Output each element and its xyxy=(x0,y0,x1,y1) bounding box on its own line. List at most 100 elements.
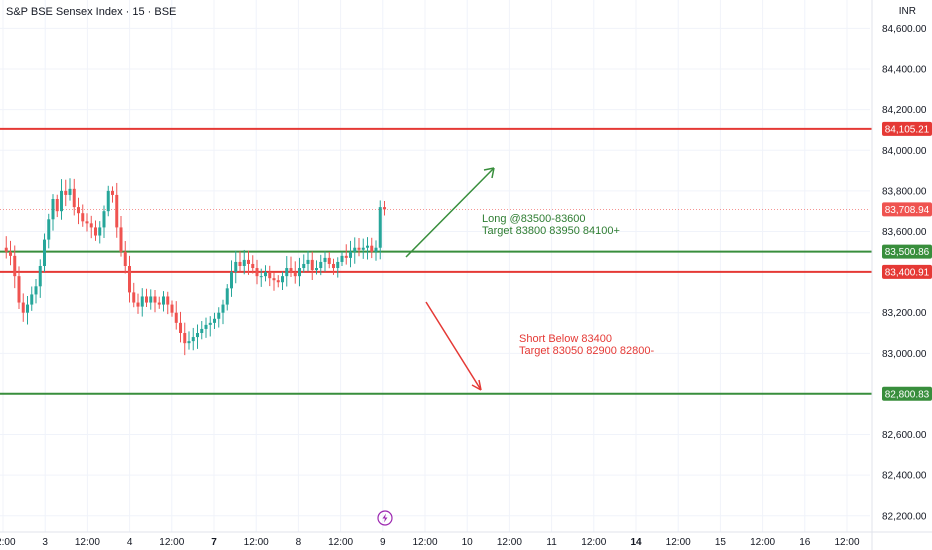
candle-body xyxy=(43,239,46,266)
long-arrow-head xyxy=(483,167,495,179)
short-arrow-shaft xyxy=(425,301,482,391)
price-tick-label: 83,000.00 xyxy=(882,349,927,360)
candle-body xyxy=(72,188,76,208)
candle-body xyxy=(191,337,195,342)
candle-body xyxy=(166,296,170,305)
price-tick-label: 83,200.00 xyxy=(882,308,927,319)
candle-body xyxy=(187,341,191,344)
candle-body xyxy=(26,304,29,313)
candle-body xyxy=(230,272,233,289)
long-annotation-line: Long @83500-83600 xyxy=(482,213,586,225)
candle-body xyxy=(47,219,51,240)
candle-body xyxy=(289,268,293,273)
candle-body xyxy=(344,255,348,258)
time-tick-label: 10 xyxy=(462,537,474,548)
time-tick-label: 11 xyxy=(546,537,557,548)
price-tick-label: 84,600.00 xyxy=(882,24,927,35)
candle-body xyxy=(366,245,369,248)
candle-body xyxy=(370,245,374,252)
candle-body xyxy=(204,324,208,329)
time-tick-label: 4 xyxy=(127,537,133,548)
candle-body xyxy=(153,296,157,303)
price-axis[interactable]: 84,600.00 84,400.00 84,200.00 84,000.00 83,8… xyxy=(871,0,932,550)
candle-body xyxy=(332,263,335,269)
key-level-badge xyxy=(882,121,932,136)
time-tick-label: 14 xyxy=(630,537,642,548)
time-tick-label: 12:00 xyxy=(244,537,269,548)
candle-body xyxy=(217,312,221,319)
price-tick-label: 84,200.00 xyxy=(882,105,927,116)
candle-body xyxy=(340,255,344,262)
candle-body xyxy=(247,259,250,264)
candle-body xyxy=(136,302,140,307)
candle-body xyxy=(119,227,123,252)
candle-body xyxy=(357,247,361,250)
candle-body xyxy=(102,211,106,228)
candle-body xyxy=(374,247,378,252)
lightning-icon[interactable] xyxy=(377,510,393,526)
time-axis[interactable]: 12:00 3 12:00 4 12:00 7 12:00 8 12:00 9 12:00 10 12:… xyxy=(0,531,932,548)
candle-body xyxy=(30,294,34,305)
candle-body xyxy=(234,261,238,273)
candle-body xyxy=(315,268,318,271)
candle-body xyxy=(293,272,297,277)
candle-body xyxy=(13,255,17,277)
price-tick-label: 82,600.00 xyxy=(882,430,927,441)
candle-body xyxy=(306,259,310,264)
candle-body xyxy=(81,213,85,222)
candle-body xyxy=(140,296,144,307)
currency-label: INR xyxy=(898,6,916,17)
chart-title: S&P BSE Sensex Index · 15 · BSE xyxy=(6,6,177,18)
candle-body xyxy=(115,194,119,228)
price-tick-label: 84,400.00 xyxy=(882,65,927,76)
arrow-annotations xyxy=(405,167,495,391)
candle-body xyxy=(60,190,63,212)
short-annotation-line: Short Below 83400 xyxy=(519,333,612,345)
time-tick-label: 12:00 xyxy=(412,537,437,548)
candle-body xyxy=(383,207,386,210)
candle-body xyxy=(208,322,212,325)
candle-body xyxy=(238,261,242,266)
short-arrow-head xyxy=(471,379,482,391)
candle-body xyxy=(85,221,89,224)
candle-body xyxy=(264,272,267,277)
candles xyxy=(4,178,386,356)
time-tick-label: 12:00 xyxy=(497,537,522,548)
time-tick-label: 12:00 xyxy=(581,537,606,548)
time-tick-label: 12:00 xyxy=(75,537,100,548)
long-annotation-line: Target 83800 83950 84100+ xyxy=(482,225,620,237)
candle-body xyxy=(242,259,246,266)
candle-body xyxy=(106,190,110,212)
key-level-label: 82,800.83 xyxy=(885,389,930,400)
last-price-badge xyxy=(882,202,932,217)
time-tick-label: 7 xyxy=(211,537,217,548)
candle-body xyxy=(94,227,97,236)
price-tick-label: 82,400.00 xyxy=(882,471,927,482)
candle-body xyxy=(298,268,301,277)
candle-body xyxy=(77,207,80,214)
candle-body xyxy=(98,227,102,236)
time-tick-label: 12:00 xyxy=(834,537,859,548)
candle-body xyxy=(272,278,276,281)
candle-body xyxy=(196,333,199,338)
candle-body xyxy=(268,272,272,279)
key-levels xyxy=(0,127,872,395)
candle-body xyxy=(285,268,289,277)
candle-body xyxy=(170,304,174,313)
price-tick-label: 82,200.00 xyxy=(882,511,927,522)
long-arrow-shaft xyxy=(405,167,495,258)
candle-body xyxy=(149,296,153,303)
candle-body xyxy=(259,276,263,278)
candle-body xyxy=(251,263,255,269)
candle-body xyxy=(225,288,229,305)
candle-body xyxy=(179,322,182,334)
candle-body xyxy=(323,257,327,262)
candle-body xyxy=(68,188,72,195)
candle-body xyxy=(64,190,68,195)
time-tick-label: 12:00 xyxy=(666,537,691,548)
candle-body xyxy=(213,318,216,323)
price-tick-label: 84,000.00 xyxy=(882,146,927,157)
candle-body xyxy=(55,198,59,212)
